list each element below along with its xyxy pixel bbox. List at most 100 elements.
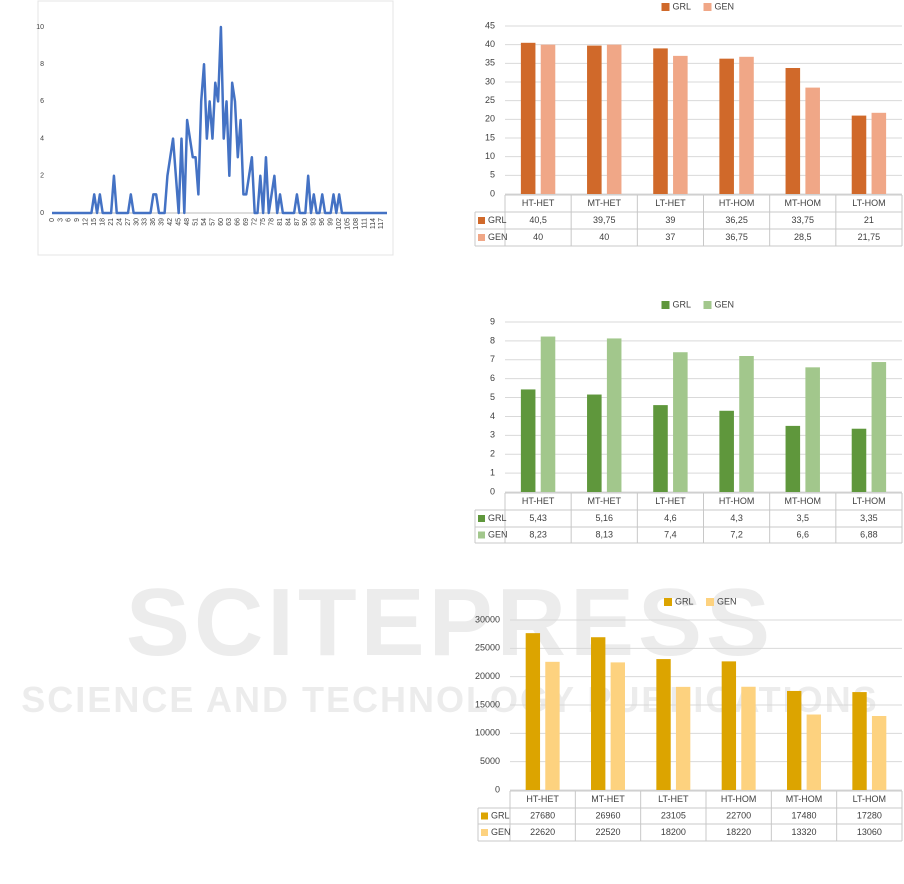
x-tick-label: HT-HET	[522, 496, 555, 506]
x-tick-label: MT-HET	[588, 496, 622, 506]
x-tick-label: HT-HOM	[721, 794, 757, 804]
table-value: 27680	[530, 810, 555, 820]
x-tick-label: 75	[260, 218, 267, 226]
table-value: 5,43	[529, 513, 547, 523]
bar	[587, 394, 602, 492]
table-value: 7,2	[730, 529, 743, 539]
y-tick-label: 20	[485, 114, 495, 124]
watermark-title: SCITEPRESS	[126, 569, 774, 676]
x-tick-label: 45	[176, 218, 183, 226]
bar	[520, 42, 536, 194]
y-tick-label: 10	[485, 151, 495, 161]
x-tick-label: LT-HOM	[852, 198, 885, 208]
x-tick-label: 114	[370, 218, 377, 229]
bar	[520, 389, 536, 492]
x-tick-label: 102	[336, 218, 343, 230]
x-tick-label: 57	[209, 218, 216, 226]
y-tick-label: 40	[485, 39, 495, 49]
table-value: 21	[864, 215, 874, 225]
y-tick-label: 10	[36, 24, 44, 31]
table-value: 40	[599, 232, 609, 242]
table-value: 39	[665, 215, 675, 225]
y-tick-label: 25	[485, 95, 495, 105]
x-tick-label: 27	[125, 218, 132, 226]
bar	[785, 425, 801, 492]
y-tick-label: 20000	[475, 671, 500, 681]
y-tick-label: 1	[490, 467, 495, 477]
y-tick-label: 4	[40, 135, 44, 142]
legend-label: GEN	[715, 299, 735, 309]
bar	[741, 686, 756, 790]
x-tick-label: 42	[167, 218, 174, 226]
bar	[545, 661, 560, 790]
bar	[871, 715, 887, 790]
x-tick-label: 72	[252, 218, 259, 226]
bar	[805, 87, 820, 194]
bar	[787, 690, 802, 790]
y-tick-label: 2	[40, 173, 44, 180]
bar	[653, 405, 668, 492]
x-tick-label: 81	[277, 218, 284, 226]
table-swatch	[478, 515, 485, 522]
x-tick-label: 24	[116, 218, 123, 226]
table-swatch	[478, 234, 485, 241]
y-tick-label: 9	[490, 316, 495, 326]
x-tick-label: 36	[150, 218, 157, 226]
x-tick-label: LT-HET	[655, 198, 686, 208]
table-value: 17280	[857, 810, 882, 820]
x-tick-label: 66	[235, 218, 242, 226]
x-tick-label: 21	[108, 218, 115, 226]
x-tick-label: 84	[285, 218, 292, 226]
table-value: 39,75	[593, 215, 616, 225]
table-value: 6,6	[796, 529, 809, 539]
x-tick-label: 9	[74, 218, 81, 222]
x-tick-label: 99	[328, 218, 335, 226]
table-series-label: GRL	[488, 513, 507, 523]
table-swatch	[478, 217, 485, 224]
legend-swatch	[703, 3, 712, 11]
y-tick-label: 8	[40, 61, 44, 68]
table-value: 18220	[726, 827, 751, 837]
y-tick-label: 8	[490, 335, 495, 345]
table-value: 8,13	[595, 529, 613, 539]
table-value: 22620	[530, 827, 555, 837]
x-tick-label: LT-HOM	[852, 496, 885, 506]
x-tick-label: HT-HET	[526, 794, 559, 804]
y-tick-label: 6	[490, 373, 495, 383]
bar	[871, 362, 887, 492]
x-tick-label: HT-HET	[522, 198, 555, 208]
table-swatch	[481, 829, 488, 836]
x-tick-label: HT-HOM	[719, 496, 755, 506]
table-value: 22520	[595, 827, 620, 837]
legend-label: GRL	[675, 596, 694, 606]
x-tick-label: 93	[311, 218, 318, 226]
y-tick-label: 3	[490, 430, 495, 440]
table-value: 6,88	[860, 529, 878, 539]
table-value: 36,75	[725, 232, 748, 242]
y-tick-label: 0	[495, 784, 500, 794]
bar	[673, 352, 688, 492]
bar	[606, 338, 622, 492]
table-swatch	[478, 531, 485, 539]
x-tick-label: 78	[268, 218, 275, 226]
table-value: 8,23	[529, 529, 547, 539]
x-tick-label: 33	[142, 218, 149, 226]
x-tick-label: 30	[133, 218, 140, 226]
table-value: 3,5	[796, 513, 809, 523]
x-tick-label: 12	[83, 218, 90, 226]
table-value: 18200	[661, 827, 686, 837]
table-value: 5,16	[595, 513, 613, 523]
table-series-label: GEN	[488, 529, 508, 539]
bar	[525, 633, 541, 790]
bar	[587, 45, 602, 194]
bar	[852, 692, 867, 790]
x-tick-label: 0	[49, 218, 56, 222]
table-value: 36,25	[725, 215, 748, 225]
x-tick-label: 18	[100, 218, 107, 226]
table-series-label: GEN	[488, 232, 508, 242]
legend-label: GRL	[673, 299, 692, 309]
legend-swatch	[703, 301, 712, 309]
table-value: 21,75	[858, 232, 881, 242]
x-tick-label: MT-HOM	[785, 198, 822, 208]
x-tick-label: 54	[201, 218, 208, 226]
